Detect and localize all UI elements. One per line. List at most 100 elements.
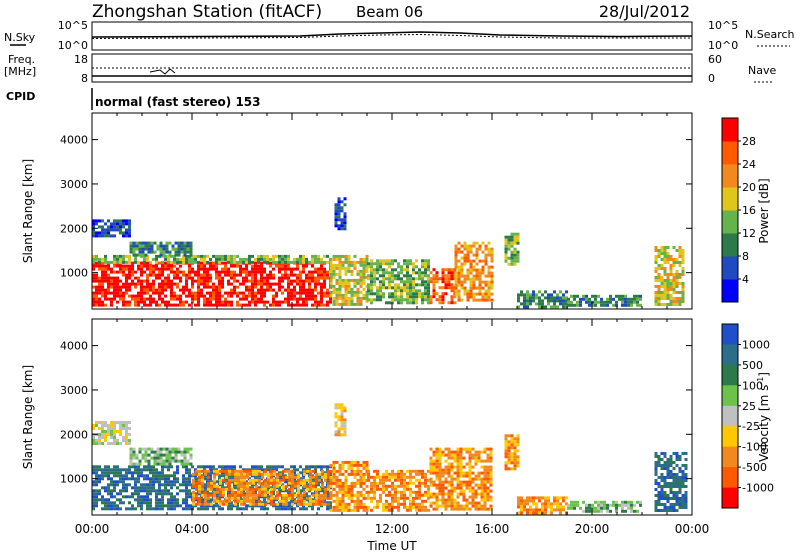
heatmap-cell (397, 274, 400, 278)
heatmap-cell (320, 465, 323, 469)
heatmap-cell (311, 264, 314, 268)
heatmap-cell (185, 279, 188, 283)
heatmap-cell (128, 260, 131, 264)
heatmap-cell (95, 483, 98, 487)
heatmap-cell (95, 257, 98, 261)
heatmap-cell (469, 280, 473, 284)
heatmap-cell (263, 254, 266, 258)
heatmap-cell (171, 247, 175, 251)
heatmap-cell (475, 247, 479, 251)
heatmap-cell (507, 458, 511, 462)
heatmap-cell (340, 427, 344, 431)
heatmap-cell (657, 476, 661, 479)
heatmap-cell (254, 303, 257, 307)
heatmap-cell (231, 493, 234, 497)
heatmap-cell (290, 465, 293, 469)
velocity-colorbar-label-end: ] (757, 372, 771, 377)
heatmap-cell (517, 299, 520, 303)
heatmap-cell (382, 271, 385, 275)
heatmap-cell (513, 449, 517, 453)
heatmap-cell (373, 481, 376, 485)
heatmap-cell (134, 294, 137, 298)
heatmap-cell (329, 290, 333, 294)
heatmap-cell (394, 493, 397, 497)
heatmap-cell (237, 487, 240, 491)
heatmap-cell (327, 481, 330, 485)
heatmap-cell (137, 267, 140, 271)
heatmap-cell (412, 298, 415, 302)
heatmap-cell (240, 475, 243, 479)
heatmap-cell (388, 508, 391, 512)
heatmap-cell (101, 471, 104, 475)
heatmap-cell (218, 507, 221, 511)
heatmap-cell (149, 260, 152, 264)
heatmap-cell (92, 501, 95, 505)
heatmap-cell (483, 465, 487, 469)
heatmap-cell (343, 409, 347, 413)
heatmap-cell (125, 442, 128, 445)
heatmap-cell (149, 465, 152, 469)
heatmap-cell (450, 271, 454, 275)
heatmap-cell (258, 478, 261, 482)
heatmap-cell (594, 300, 597, 304)
heatmap-cell (299, 276, 302, 280)
heatmap-cell (424, 493, 427, 497)
heatmap-cell (672, 300, 676, 303)
heatmap-cell (338, 266, 342, 270)
heatmap-cell (189, 453, 193, 457)
heatmap-cell (141, 253, 145, 257)
heatmap-cell (161, 291, 164, 295)
heatmap-cell (672, 497, 676, 500)
heatmap-cell (209, 276, 212, 280)
heatmap-cell (615, 303, 618, 307)
heatmap-cell (125, 489, 128, 493)
heatmap-cell (663, 252, 667, 255)
heatmap-cell (164, 480, 167, 484)
heatmap-cell (146, 291, 149, 295)
heatmap-cell (513, 464, 517, 468)
heatmap-cell (297, 484, 300, 488)
heatmap-cell (291, 472, 294, 476)
heatmap-cell (192, 481, 195, 485)
heatmap-cell (424, 475, 427, 479)
heatmap-cell (520, 293, 523, 297)
heatmap-cell (603, 503, 606, 507)
heatmap-cell (128, 225, 131, 229)
heatmap-cell (421, 292, 424, 296)
heatmap-cell (291, 490, 294, 494)
heatmap-cell (403, 505, 406, 509)
heatmap-cell (660, 264, 664, 267)
heatmap-cell (213, 496, 216, 500)
heatmap-cell (260, 257, 263, 261)
heatmap-cell (535, 296, 538, 300)
heatmap-cell (143, 279, 146, 283)
heatmap-cell (459, 459, 463, 463)
heatmap-cell (353, 481, 357, 485)
heatmap-cell (314, 254, 317, 258)
heatmap-cell (323, 273, 326, 277)
heatmap-cell (113, 424, 116, 427)
heatmap-cell (432, 480, 436, 484)
heatmap-cell (141, 241, 145, 245)
heatmap-cell (475, 268, 479, 272)
heatmap-cell (421, 481, 424, 485)
heatmap-cell (382, 478, 385, 482)
heatmap-cell (132, 453, 136, 457)
heatmap-cell (161, 260, 164, 264)
heatmap-cell (359, 281, 363, 285)
heatmap-cell (657, 297, 661, 300)
heatmap-cell (517, 305, 520, 309)
heatmap-cell (397, 472, 400, 476)
heatmap-cell (170, 483, 173, 487)
heatmap-cell (510, 455, 514, 459)
heatmap-cell (137, 291, 140, 295)
heatmap-cell (669, 470, 673, 473)
heatmap-cell (92, 219, 95, 223)
x-tick-label: 12:00 (375, 522, 410, 536)
heatmap-cell (92, 483, 95, 487)
heatmap-cell (132, 447, 136, 451)
heatmap-cell (135, 247, 139, 251)
heatmap-cell (251, 267, 254, 271)
heatmap-cell (113, 439, 116, 442)
heatmap-cell (116, 430, 119, 433)
